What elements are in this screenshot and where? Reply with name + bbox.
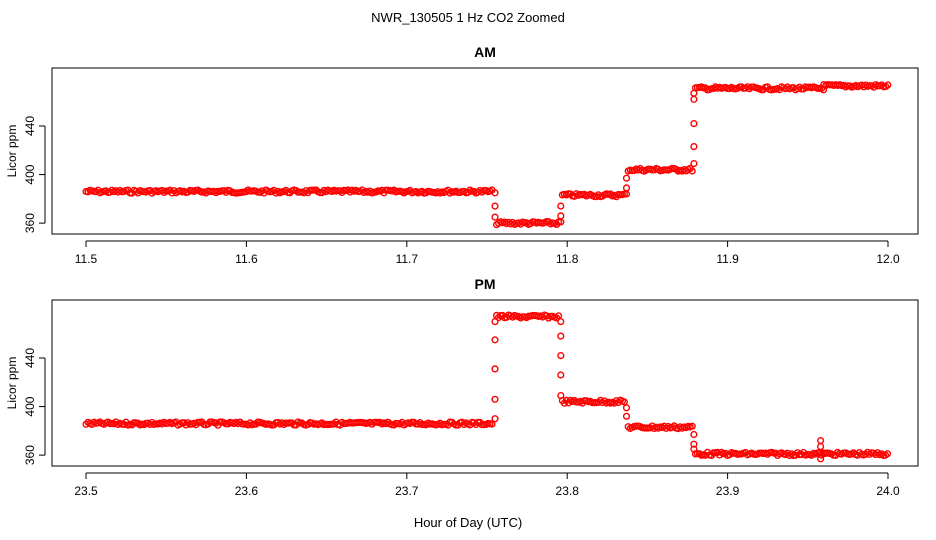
data-point: [557, 212, 565, 220]
data-series: [82, 80, 892, 229]
am-panel: AM 11.5 11.6 11.7 11.8 11.9 12.0 360 400 440 Licor…: [5, 44, 919, 266]
panel-title: PM: [475, 276, 496, 292]
data-point: [491, 336, 499, 344]
y-tick-label: 440: [23, 116, 37, 136]
data-point: [554, 218, 563, 226]
data-point: [606, 190, 615, 198]
data-segment: [624, 422, 696, 433]
data-point: [690, 89, 698, 97]
data-point: [491, 189, 499, 197]
x-tick-label: 11.6: [235, 252, 258, 266]
data-segment: [691, 83, 828, 94]
data-point: [491, 365, 499, 373]
data-point: [690, 440, 698, 448]
data-point: [554, 312, 563, 320]
transition-points: [491, 318, 499, 423]
data-segment: [493, 218, 563, 229]
transition-points: [557, 318, 565, 400]
transition-points: [690, 430, 698, 453]
x-tick-label: 11.8: [556, 252, 579, 266]
data-point: [557, 352, 565, 360]
transition-points: [622, 404, 631, 420]
y-tick-label: 400: [23, 396, 37, 416]
data-point: [488, 420, 496, 428]
data-point: [883, 450, 892, 458]
data-point: [690, 160, 698, 168]
x-tick-label: 23.9: [716, 484, 740, 498]
x-tick-label: 11.5: [75, 252, 98, 266]
x-tick-label: 23.6: [235, 484, 259, 498]
data-point: [491, 415, 499, 423]
data-point: [491, 213, 499, 221]
data-point: [688, 422, 696, 430]
data-point: [557, 392, 565, 400]
data-segment: [82, 186, 496, 197]
transition-points: [816, 437, 825, 463]
data-point: [416, 419, 424, 427]
data-point: [816, 443, 825, 451]
data-point: [873, 449, 882, 457]
transition-points: [690, 89, 698, 168]
data-segment: [691, 448, 892, 460]
x-tick-label: 11.9: [716, 252, 739, 266]
data-point: [807, 451, 816, 459]
data-point: [622, 412, 631, 420]
data-point: [622, 404, 631, 412]
pm-panel: PM 23.5 23.6 23.7 23.8 23.9 24.0 360 400 440 Licor…: [5, 276, 919, 498]
plot-frame: [51, 67, 919, 235]
data-point: [622, 174, 631, 182]
x-tick-label: 11.7: [396, 252, 419, 266]
data-point: [557, 318, 565, 326]
y-tick-label: 440: [23, 348, 37, 368]
data-point: [690, 143, 698, 151]
data-point: [816, 455, 825, 463]
data-point: [491, 318, 499, 326]
x-tick-label: 23.8: [556, 484, 580, 498]
y-tick-label: 360: [23, 445, 37, 465]
data-segment: [820, 80, 892, 91]
data-point: [622, 184, 631, 192]
x-tick-label: 24.0: [876, 484, 900, 498]
data-point: [884, 81, 892, 89]
y-axis-label: Licor ppm: [5, 125, 19, 178]
data-point: [688, 167, 696, 175]
data-point: [690, 95, 698, 103]
x-axis-label: Hour of Day (UTC): [414, 515, 522, 530]
data-segment: [558, 190, 629, 201]
data-segment: [493, 311, 563, 322]
x-tick-label: 23.5: [74, 484, 98, 498]
y-tick-label: 360: [23, 213, 37, 233]
y-axis-label: Licor ppm: [5, 357, 19, 410]
x-tick-label: 23.7: [395, 484, 419, 498]
plot-frame: [51, 299, 919, 467]
data-series: [82, 311, 892, 463]
data-point: [816, 437, 825, 445]
data-point: [690, 430, 698, 439]
panel-title: AM: [474, 44, 496, 60]
data-point: [557, 332, 565, 340]
data-segment: [624, 164, 696, 175]
data-point: [557, 371, 565, 379]
transition-points: [491, 189, 499, 221]
transition-points: [622, 174, 631, 198]
data-segment: [82, 418, 496, 429]
data-point: [491, 395, 499, 403]
data-point: [690, 445, 698, 453]
data-point: [491, 202, 499, 210]
transition-points: [557, 202, 565, 226]
data-point: [557, 202, 565, 210]
y-tick-label: 400: [23, 164, 37, 184]
data-segment: [558, 396, 629, 407]
data-point: [690, 119, 698, 128]
figure-title: NWR_130505 1 Hz CO2 Zoomed: [371, 10, 565, 25]
x-tick-label: 12.0: [876, 252, 900, 266]
